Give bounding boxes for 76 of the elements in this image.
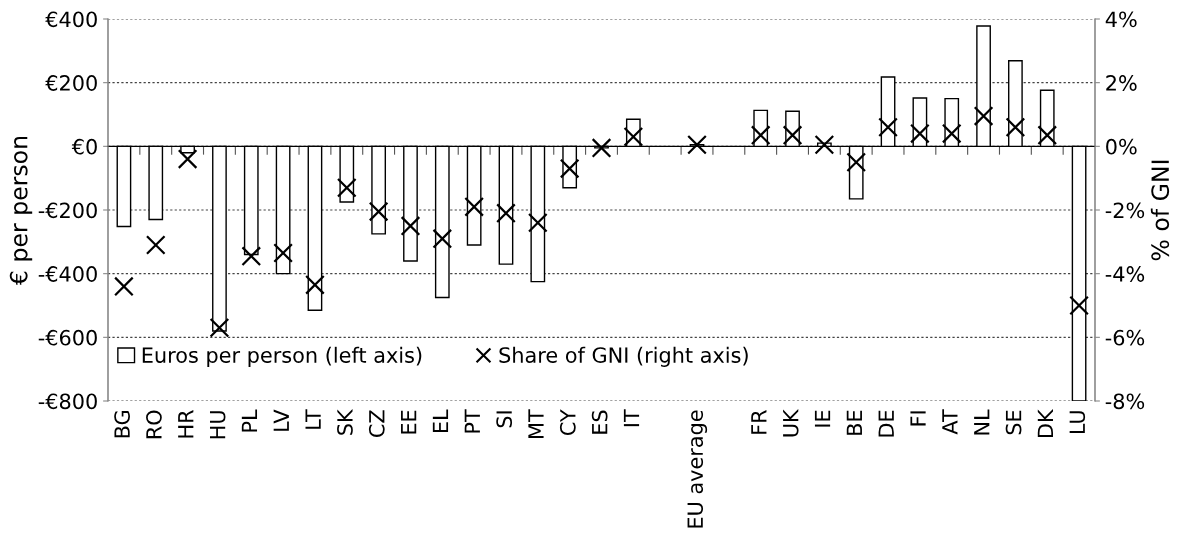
x-tick-label: HU	[210, 411, 226, 439]
point	[623, 126, 644, 147]
y-tick-label: -€400	[38, 266, 97, 282]
point	[591, 138, 612, 158]
point	[273, 243, 294, 263]
x-tick-label: LU	[1069, 411, 1086, 434]
x-tick-label: UK	[783, 408, 799, 437]
x-tick-label: EE	[401, 410, 417, 434]
y-tick-label: -€200	[38, 202, 97, 219]
point	[145, 235, 166, 255]
point	[241, 246, 262, 267]
point	[114, 276, 134, 297]
x-tick-label: NL	[974, 409, 990, 435]
y-tick-label: -€800	[38, 393, 97, 410]
point	[1069, 295, 1089, 316]
point	[687, 134, 707, 155]
point	[1037, 125, 1058, 146]
x-tick-label: DK	[1037, 408, 1053, 437]
point	[750, 125, 771, 146]
point	[941, 123, 962, 144]
y2-tick-label: 0%	[1106, 138, 1137, 155]
legend-label: Share of GNI (right axis)	[499, 346, 748, 367]
x-tick-label: DE	[878, 410, 894, 437]
x-tick-label: EU average	[687, 410, 708, 528]
point	[1005, 117, 1026, 138]
point	[973, 106, 994, 126]
point	[336, 177, 357, 198]
y2-tick-label: 4%	[1105, 11, 1137, 28]
point	[209, 317, 230, 338]
point	[527, 212, 548, 233]
y2-tick-label: -2%	[1105, 202, 1145, 219]
x-tick-label: FR	[751, 409, 767, 434]
x-tick-label: CY	[559, 409, 576, 436]
point	[909, 123, 930, 144]
x-tick-label: PT	[464, 409, 480, 433]
x-tick-label: BG	[114, 411, 130, 438]
x-tick-label: BE	[846, 410, 862, 435]
point	[305, 274, 325, 295]
x-tick-label: IE	[814, 410, 831, 427]
x-tick-label: FI	[910, 411, 926, 426]
x-tick-label: EL	[432, 409, 449, 433]
point	[846, 152, 867, 173]
x-tick-label: IT	[623, 409, 640, 427]
x-tick-label: SE	[1005, 410, 1022, 435]
x-tick-label: MT	[528, 409, 544, 438]
point	[464, 196, 485, 217]
point	[559, 158, 580, 179]
y-axis-title: € per person	[9, 136, 33, 286]
x-tick-label: AT	[942, 409, 958, 435]
point	[432, 228, 453, 249]
point	[814, 134, 835, 155]
point	[368, 201, 389, 222]
x-tick-label: CZ	[368, 410, 385, 437]
x-tick-label: ES	[591, 410, 608, 434]
y-tick-label: €200	[45, 75, 97, 91]
point	[177, 149, 198, 169]
y2-tick-label: 2%	[1106, 75, 1137, 91]
x-tick-label: LT	[305, 409, 321, 429]
y-tick-label: €0	[71, 138, 97, 155]
y2-axis-title: % of GNI	[1150, 160, 1170, 261]
x-tick-label: LV	[273, 409, 289, 431]
x-tick-label: SK	[337, 408, 353, 435]
point	[496, 203, 516, 224]
y-tick-label: €400	[45, 11, 97, 28]
x-tick-label: SI	[496, 411, 513, 428]
y2-tick-label: -4%	[1105, 266, 1145, 282]
y2-tick-label: -6%	[1105, 329, 1145, 346]
point	[400, 216, 421, 236]
point	[878, 117, 898, 138]
legend-label: Euros per person (left axis)	[142, 346, 422, 367]
y2-tick-label: -8%	[1105, 393, 1145, 410]
x-tick-label: HR	[178, 409, 194, 438]
point	[782, 125, 803, 146]
x-tick-label: PL	[241, 409, 258, 432]
y-tick-label: -€600	[38, 329, 97, 346]
x-tick-label: RO	[146, 410, 162, 439]
